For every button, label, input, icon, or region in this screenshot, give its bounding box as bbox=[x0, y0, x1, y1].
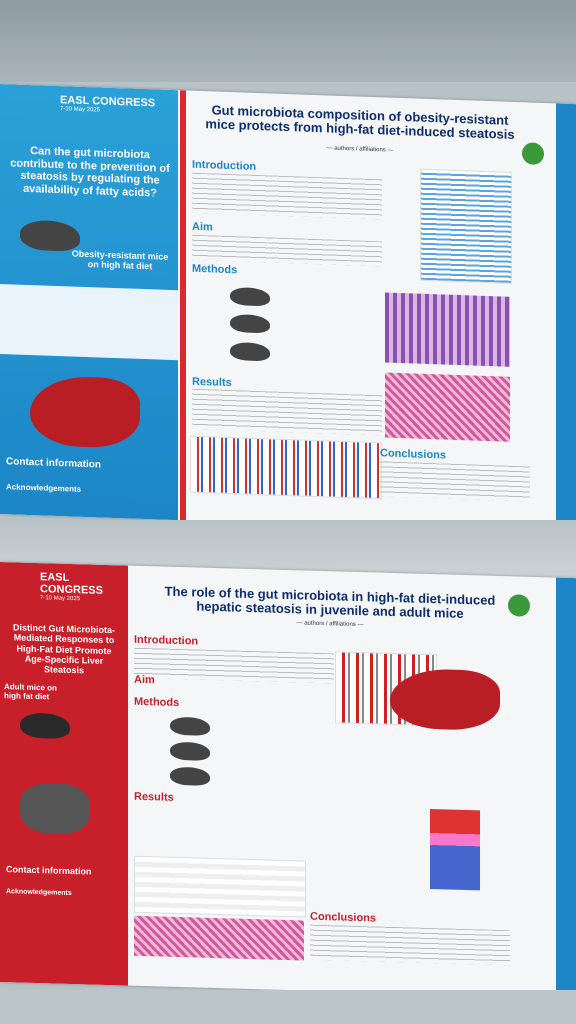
poster2-aim-heading: Aim bbox=[134, 673, 155, 687]
method-mouse-3 bbox=[230, 342, 270, 362]
method2-mouse-2 bbox=[170, 741, 210, 761]
poster1-results-heading: Results bbox=[192, 375, 232, 390]
poster2-congress-logo: EASL CONGRESS 7-10 May 2025 bbox=[40, 571, 103, 603]
poster2-conclusions-heading: Conclusions bbox=[310, 910, 377, 925]
liver-image bbox=[30, 375, 140, 449]
poster2-sidebar: EASL CONGRESS 7-10 May 2025 Distinct Gut… bbox=[0, 562, 128, 986]
background-top bbox=[0, 0, 576, 82]
results-table bbox=[134, 855, 306, 918]
poster1-conclusions-heading: Conclusions bbox=[380, 447, 447, 462]
poster1-side-caption: Obesity-resistant mice on high fat diet bbox=[71, 248, 169, 272]
poster2-right-strip bbox=[556, 577, 576, 999]
poster1-divider bbox=[180, 90, 186, 521]
poster1-authors: — authors / affiliations — bbox=[326, 145, 394, 154]
poster1-sidebar: EASL CONGRESS 7-10 May 2025 Can the gut … bbox=[0, 84, 178, 521]
strim-health-logo bbox=[522, 142, 544, 165]
heatmap bbox=[430, 809, 480, 891]
poster-juvenile-adult: EASL CONGRESS 7-10 May 2025 Distinct Gut… bbox=[0, 562, 576, 999]
poster1-right-strip bbox=[556, 103, 576, 535]
organ-diagram bbox=[20, 782, 90, 835]
histology-liver-2 bbox=[134, 915, 304, 961]
poster1-aim-heading: Aim bbox=[192, 220, 213, 234]
poster1-aim-text bbox=[192, 234, 382, 267]
poster2-side-caption: Adult mice on high fat diet bbox=[4, 682, 57, 702]
method-mouse-1 bbox=[230, 287, 270, 307]
poster2-intro-heading: Introduction bbox=[134, 633, 199, 648]
poster2-results-heading: Results bbox=[134, 790, 174, 804]
poster2-methods-heading: Methods bbox=[134, 695, 180, 710]
bar-charts bbox=[190, 435, 382, 500]
poster1-intro-text bbox=[192, 172, 382, 220]
poster2-contact-heading: Contact information bbox=[6, 864, 92, 877]
poster1-results-text bbox=[192, 388, 382, 436]
poster1-conclusions-text bbox=[380, 461, 530, 502]
poster1-ack-heading: Acknowledgements bbox=[6, 482, 82, 494]
poster1-intro-heading: Introduction bbox=[192, 158, 257, 173]
poster1-contact-heading: Contact information bbox=[6, 456, 101, 471]
lefse-chart bbox=[420, 168, 512, 284]
poster-obesity-resistant: EASL CONGRESS 7-10 May 2025 Can the gut … bbox=[0, 84, 576, 535]
poster2-conclusions-text bbox=[310, 924, 510, 966]
poster2-intro-text bbox=[134, 647, 334, 684]
histology-intestine bbox=[385, 292, 510, 367]
liver-diagram bbox=[390, 667, 500, 731]
poster2-side-title: Distinct Gut Microbiota-Mediated Respons… bbox=[13, 622, 115, 676]
mouse-image bbox=[20, 219, 80, 252]
strim-health-logo-2 bbox=[508, 594, 530, 617]
histology-liver bbox=[385, 372, 510, 442]
method-mouse-2 bbox=[230, 314, 270, 334]
poster2-ack-heading: Acknowledgements bbox=[6, 888, 72, 898]
intestine-diagram bbox=[0, 284, 178, 361]
method2-mouse-3 bbox=[170, 766, 210, 786]
poster1-side-question: Can the gut microbiota contribute to the… bbox=[10, 145, 170, 200]
background-bottom bbox=[0, 990, 576, 1024]
poster1-title: Gut microbiota composition of obesity-re… bbox=[205, 102, 515, 143]
poster1-methods-heading: Methods bbox=[192, 262, 238, 277]
adult-mouse-image bbox=[20, 712, 70, 739]
method2-mouse-1 bbox=[170, 716, 210, 736]
poster1-congress-logo: EASL CONGRESS 7-10 May 2025 bbox=[60, 94, 156, 114]
